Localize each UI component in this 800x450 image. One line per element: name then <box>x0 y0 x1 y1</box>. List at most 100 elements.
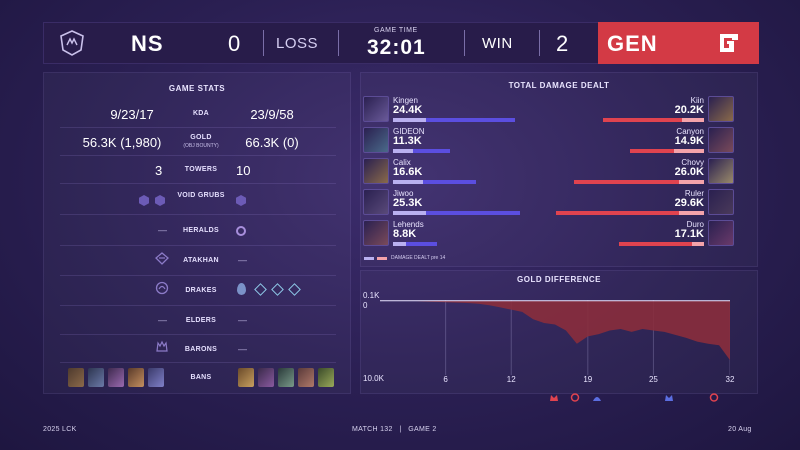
damage-bar <box>556 211 704 215</box>
player-portrait <box>363 189 389 215</box>
gen-logo-icon <box>720 34 738 52</box>
player-damage: 26.0K <box>674 166 704 178</box>
x-tick-label: 25 <box>648 375 658 384</box>
right-team-score: 2 <box>556 31 569 56</box>
damage-bar-pre14 <box>393 211 426 215</box>
damage-bar <box>393 149 450 153</box>
right-team-name: GEN <box>607 31 658 56</box>
game-stats-title: GAME STATS <box>168 84 226 93</box>
damage-bar-pre14 <box>393 118 426 122</box>
damage-bar-pre14 <box>679 180 704 184</box>
damage-bar <box>393 180 476 184</box>
red-objective-icon <box>570 393 580 402</box>
ban-champion-icon <box>108 368 124 387</box>
player-damage: 24.4K <box>393 104 423 116</box>
ban-champion-icon <box>68 368 84 387</box>
footer-match: MATCH 132 | GAME 2 <box>352 426 437 433</box>
damage-legend: DAMAGE DEALT pre 14 <box>391 255 446 261</box>
ban-champion-icon <box>258 368 274 387</box>
player-damage: 16.6K <box>393 166 423 178</box>
damage-bar-pre14 <box>674 149 704 153</box>
legend-swatch-red <box>377 257 387 260</box>
player-name: Duro <box>686 220 704 229</box>
game-stats-panel <box>43 72 351 394</box>
gold-diff-area <box>380 300 730 361</box>
ban-champion-icon <box>278 368 294 387</box>
player-damage: 29.6K <box>674 197 704 209</box>
game-time-value: 32:01 <box>367 36 426 59</box>
gold-diff-chart <box>380 300 730 375</box>
player-damage: 17.1K <box>674 228 704 240</box>
player-name: Kiin <box>690 96 704 105</box>
damage-bar <box>603 118 704 122</box>
damage-bar-pre14 <box>393 180 423 184</box>
left-towers: 3 <box>155 163 163 178</box>
gold-label: GOLD <box>190 134 212 141</box>
atakhan-label: ATAKHAN <box>183 257 219 264</box>
left-result: LOSS <box>276 35 319 52</box>
damage-bar <box>574 180 704 184</box>
y-bottom-label: 10.0K <box>363 374 384 383</box>
damage-bar <box>393 211 520 215</box>
baron-icon <box>156 340 168 352</box>
ban-champion-icon <box>128 368 144 387</box>
ban-champion-icon <box>88 368 104 387</box>
left-heralds: — <box>158 225 167 235</box>
divider <box>263 30 264 56</box>
right-towers: 10 <box>236 163 251 178</box>
infernal-drake-icon <box>237 283 246 295</box>
kda-label: KDA <box>192 110 210 117</box>
void-grub-icon <box>139 195 149 206</box>
row-divider <box>60 362 336 363</box>
damage-title: TOTAL DAMAGE DEALT <box>508 81 610 90</box>
gold-diff-title: GOLD DIFFERENCE <box>517 275 601 284</box>
row-divider <box>60 183 336 184</box>
player-name: Canyon <box>676 127 704 136</box>
right-gold: 66.3K (0) <box>245 135 299 150</box>
herald-icon <box>236 226 246 236</box>
barons-label: BARONS <box>184 346 218 353</box>
damage-bar <box>393 242 437 246</box>
player-damage: 8.8K <box>393 228 417 240</box>
left-kda: 9/23/17 <box>110 107 154 122</box>
damage-bar-pre14 <box>691 242 704 246</box>
blue-objective-icon <box>593 397 601 401</box>
red-objective-icon <box>709 393 719 402</box>
damage-bar-pre14 <box>681 118 704 122</box>
game-time-label: GAME TIME <box>374 27 418 34</box>
left-team-score: 0 <box>228 31 241 56</box>
row-divider <box>60 334 336 335</box>
row-divider <box>60 275 336 276</box>
left-gold: 56.3K (1,980) <box>82 135 162 150</box>
left-team-name: NS <box>131 31 164 56</box>
player-name: Kingen <box>393 96 418 105</box>
ban-champion-icon <box>298 368 314 387</box>
player-portrait <box>363 158 389 184</box>
player-portrait <box>708 189 734 215</box>
player-portrait <box>708 158 734 184</box>
y-top-label: 0.1K <box>363 291 380 300</box>
void-grub-icon <box>236 195 246 206</box>
player-name: Calix <box>393 158 411 167</box>
player-portrait <box>708 220 734 246</box>
row-divider <box>60 245 336 246</box>
player-name: Lehends <box>393 220 424 229</box>
drake-icon <box>155 281 169 295</box>
footer-date: 20 Aug <box>728 426 752 433</box>
player-damage: 11.3K <box>393 135 422 147</box>
void-grubs-label: VOID GRUBS <box>177 192 225 199</box>
row-divider <box>60 305 336 306</box>
ban-champion-icon <box>148 368 164 387</box>
player-name: Ruler <box>684 189 704 198</box>
heralds-label: HERALDS <box>183 227 219 234</box>
ns-logo-icon <box>60 30 84 56</box>
right-result: WIN <box>482 35 513 52</box>
drakes-label: DRAKES <box>185 287 217 294</box>
player-portrait <box>363 220 389 246</box>
gold-sublabel: (OBJ BOUNTY) <box>183 143 219 149</box>
player-damage: 14.9K <box>674 135 704 147</box>
damage-panel <box>360 72 758 267</box>
row-divider <box>60 155 336 156</box>
y-zero-label: 0 <box>363 301 368 310</box>
player-name: GIDEON <box>393 127 425 136</box>
